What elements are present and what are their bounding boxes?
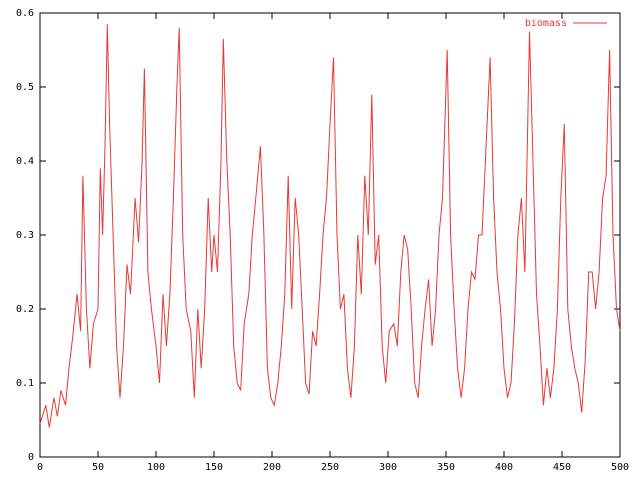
series-line bbox=[39, 24, 621, 428]
y-tick-label: 0 bbox=[28, 452, 34, 463]
y-tick-label: 0.1 bbox=[16, 378, 34, 389]
legend-label: biomass bbox=[525, 18, 567, 29]
x-tick-label: 400 bbox=[495, 462, 513, 473]
y-tick-label: 0.4 bbox=[16, 156, 34, 167]
y-tick-label: 0.2 bbox=[16, 304, 34, 315]
x-tick-label: 350 bbox=[437, 462, 455, 473]
x-tick-label: 250 bbox=[321, 462, 339, 473]
y-tick-label: 0.3 bbox=[16, 230, 34, 241]
x-tick-label: 450 bbox=[553, 462, 571, 473]
x-tick-label: 0 bbox=[37, 462, 43, 473]
x-tick-label: 50 bbox=[92, 462, 104, 473]
x-tick-label: 100 bbox=[147, 462, 165, 473]
x-tick-label: 300 bbox=[379, 462, 397, 473]
plot-border bbox=[39, 12, 621, 458]
y-tick-label: 0.6 bbox=[16, 8, 34, 19]
y-tick-label: 0.5 bbox=[16, 82, 34, 93]
x-tick-label: 150 bbox=[205, 462, 223, 473]
x-tick-label: 200 bbox=[263, 462, 281, 473]
x-tick-label: 500 bbox=[611, 462, 629, 473]
